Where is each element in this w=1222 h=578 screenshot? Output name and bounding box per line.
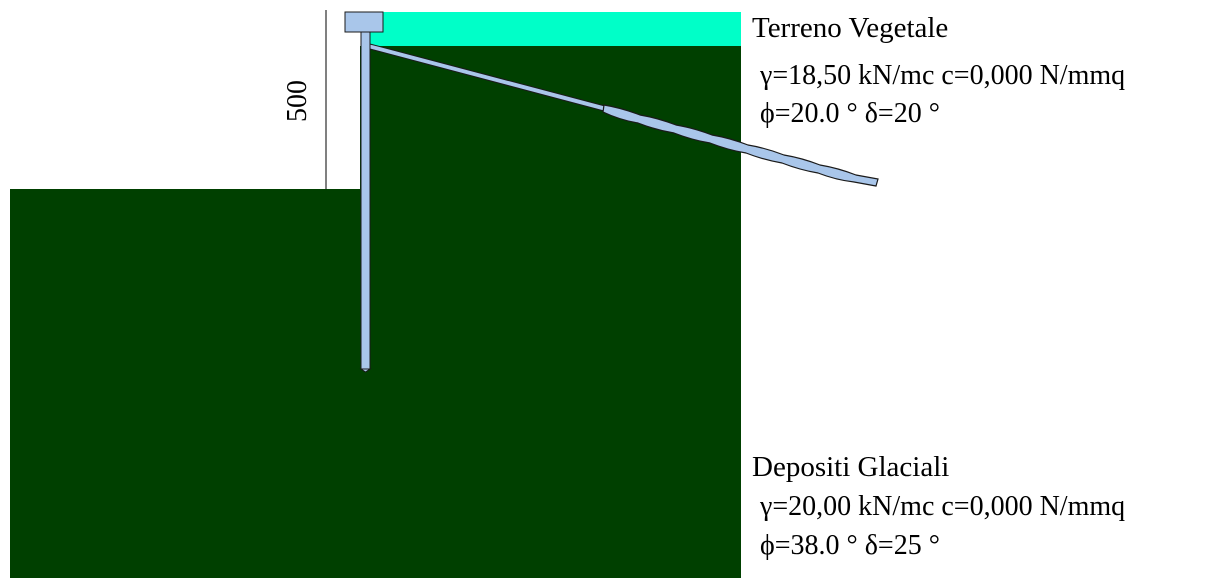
layer-2-name: Depositi Glaciali [752,451,950,483]
retaining-wall-pile [360,31,371,370]
layer-1-name: Terreno Vegetale [752,12,949,44]
capping-beam [344,11,384,33]
layer-2-gamma: γ=20,00 kN/mc c=0,000 N/mmq [760,491,1126,522]
anchor-bonded-length [602,104,879,187]
topsoil-layer [370,12,741,46]
layer-1-phi-delta: ϕ=20.0 ° δ=20 ° [760,98,940,129]
layer-2-phi-delta: ϕ=38.0 ° δ=25 ° [760,530,940,561]
layer-1-gamma: γ=18,50 kN/mc c=0,000 N/mmq [760,60,1126,91]
pile-tip [359,368,372,373]
deposits-layer [10,46,741,578]
dimension-label: 500 [282,80,313,122]
